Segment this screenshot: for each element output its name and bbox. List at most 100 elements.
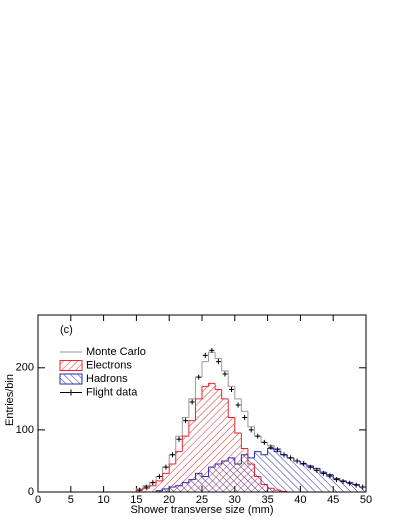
- hist-bin-fill: [149, 485, 157, 492]
- hist-step: [247, 411, 255, 428]
- hist-step: [194, 472, 202, 480]
- data-point: [169, 452, 175, 458]
- data-point: [281, 452, 287, 458]
- hist-step: [201, 385, 209, 399]
- hist-bin-fill: [320, 472, 327, 492]
- hist-step: [234, 386, 242, 400]
- data-point: [209, 347, 215, 353]
- hist-step: [339, 478, 347, 482]
- hist-bin-fill: [267, 448, 275, 492]
- x-tick-label: 0: [35, 494, 41, 506]
- hist-step: [240, 454, 248, 465]
- hist-step: [267, 448, 275, 455]
- hist-bin-fill: [228, 417, 235, 492]
- hist-step: [352, 482, 360, 486]
- hist-step: [260, 451, 268, 456]
- hist-bin-fill: [156, 490, 163, 492]
- hist-step: [188, 479, 196, 483]
- x-axis-label: Shower transverse size (mm): [130, 504, 273, 516]
- hist-bin-fill: [221, 398, 229, 492]
- data-point: [274, 447, 280, 453]
- data-point: [176, 436, 182, 442]
- legend-label: Electrons: [86, 359, 132, 371]
- panel-label: (c): [60, 324, 73, 336]
- hist-step: [227, 370, 235, 387]
- data-point: [353, 482, 359, 488]
- hist-bin-fill: [287, 457, 294, 492]
- hist-bin-fill: [202, 476, 209, 492]
- hist-step: [234, 417, 242, 434]
- plot-frame: [37, 314, 367, 493]
- hist-bin-fill: [339, 480, 347, 492]
- hist-step: [234, 457, 242, 465]
- hist-bin-fill: [247, 457, 255, 492]
- x-tick-label: 5: [68, 494, 74, 506]
- hist-step: [155, 480, 163, 486]
- x-tick-label: 15: [130, 494, 142, 506]
- hist-step: [175, 451, 183, 465]
- data-point: [143, 484, 149, 490]
- x-tick-label: 45: [327, 494, 339, 506]
- hist-bin-fill: [241, 454, 248, 492]
- data-point: [327, 473, 333, 479]
- legend-swatch: [59, 373, 83, 385]
- hist-step: [214, 383, 222, 391]
- hist-step: [332, 474, 340, 479]
- hist-step: [181, 416, 189, 437]
- x-tick-label: 20: [163, 494, 175, 506]
- data-point: [294, 458, 300, 464]
- hist-step: [240, 433, 248, 450]
- y-tick-label: 0: [28, 486, 34, 498]
- hist-step: [208, 466, 216, 477]
- data-point: [150, 480, 156, 486]
- hist-step: [306, 464, 314, 467]
- legend-swatch: [59, 360, 83, 371]
- data-point: [255, 433, 261, 439]
- hist-step: [267, 442, 275, 446]
- hist-bin-fill: [234, 464, 242, 492]
- hist-bin-fill: [221, 460, 229, 492]
- hist-step: [208, 382, 216, 387]
- data-point: [360, 484, 366, 490]
- hist-step: [168, 463, 176, 474]
- hist-step: [227, 457, 235, 461]
- data-point: [183, 418, 189, 424]
- hist-step: [273, 448, 281, 453]
- hist-step: [201, 473, 209, 477]
- data-point: [196, 374, 202, 380]
- hist-step: [188, 398, 196, 418]
- data-point: [320, 470, 326, 476]
- hist-bin-fill: [142, 488, 150, 492]
- hist-bin-fill: [306, 465, 314, 492]
- data-point: [215, 359, 221, 365]
- hist-bin-fill: [313, 468, 321, 492]
- hist-bin-fill: [188, 420, 196, 492]
- x-tick-label: 40: [294, 494, 306, 506]
- y-tick-label: 100: [16, 424, 34, 436]
- data-point: [314, 467, 320, 473]
- hist-step: [319, 468, 327, 473]
- hist-step: [181, 435, 189, 452]
- hist-bin-fill: [346, 482, 353, 492]
- data-point: [189, 399, 195, 405]
- x-tick-label: 50: [360, 494, 372, 506]
- hist-bin-fill: [352, 484, 360, 492]
- x-tick-label: 30: [229, 494, 241, 506]
- hist-bin-fill: [215, 389, 222, 492]
- hist-bin-fill: [162, 473, 170, 492]
- data-point: [268, 444, 274, 450]
- legend-label: Monte Carlo: [86, 346, 146, 358]
- hist-step: [162, 488, 170, 491]
- hist-bin-fill: [208, 467, 216, 492]
- hist-step: [194, 398, 202, 421]
- hist-bin-fill: [300, 464, 307, 492]
- data-point: [307, 464, 313, 470]
- hist-bin-fill: [274, 451, 281, 492]
- hist-bin-fill: [280, 454, 288, 492]
- hist-step: [175, 485, 183, 488]
- data-point: [222, 371, 228, 377]
- hist-bin-fill: [254, 451, 262, 492]
- hist-step: [175, 435, 183, 455]
- hist-bin-fill: [169, 464, 176, 492]
- data-point: [235, 402, 241, 408]
